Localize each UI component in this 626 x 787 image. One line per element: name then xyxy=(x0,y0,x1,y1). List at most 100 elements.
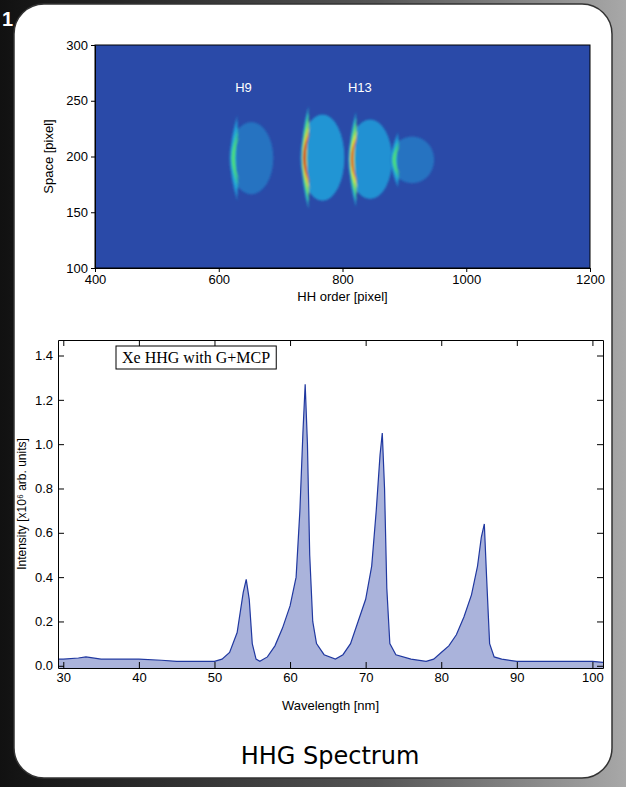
spot xyxy=(232,137,239,180)
tick-mark xyxy=(58,400,64,401)
tick xyxy=(597,621,603,622)
tick: 60 xyxy=(283,662,297,685)
tick-mark xyxy=(597,488,603,489)
tick: 300 xyxy=(66,38,95,53)
tick-label: 0.0 xyxy=(35,658,53,673)
heatmap-chart: 40060080010001200100150200250300H9H13HH … xyxy=(41,38,605,304)
axis xyxy=(59,340,604,346)
legend-label: Xe HHG with G+MCP xyxy=(122,349,270,366)
annotation: H9 xyxy=(235,80,252,95)
tick-mark xyxy=(214,662,215,668)
tick-mark xyxy=(441,340,442,346)
tick: 1.2 xyxy=(35,392,64,407)
tick xyxy=(366,340,367,346)
tick-label: 0.2 xyxy=(35,614,53,629)
tick-mark xyxy=(366,340,367,346)
tick-mark xyxy=(58,533,64,534)
tick-mark xyxy=(597,356,603,357)
tick-label: 800 xyxy=(332,272,354,287)
tick-mark xyxy=(91,101,95,102)
tick-mark xyxy=(366,662,367,668)
chart-svg: 140060080010001200100150200250300H9H13HH… xyxy=(0,0,626,787)
tick-mark xyxy=(58,577,64,578)
spot xyxy=(302,119,309,196)
tick-label: 200 xyxy=(66,149,88,164)
tick-mark xyxy=(517,662,518,668)
tick: 70 xyxy=(359,662,373,685)
tick xyxy=(214,340,215,346)
tick xyxy=(597,577,603,578)
tick-label: 1.2 xyxy=(35,392,53,407)
spot xyxy=(231,126,238,190)
spot xyxy=(232,131,239,185)
tick-mark xyxy=(58,666,64,667)
legend: Xe HHG with G+MCP xyxy=(116,346,276,369)
tick: 1000 xyxy=(452,268,481,287)
tick: 600 xyxy=(208,268,230,287)
tick xyxy=(597,533,603,534)
tick-mark xyxy=(91,45,95,46)
x-axis-title: Wavelength [nm] xyxy=(282,698,379,713)
tick: 50 xyxy=(208,662,222,685)
tick-mark xyxy=(597,577,603,578)
tick-label: 90 xyxy=(510,670,524,685)
tick-mark xyxy=(63,662,64,668)
panel xyxy=(14,4,612,778)
tick-mark xyxy=(597,533,603,534)
tick xyxy=(597,444,603,445)
tick-mark xyxy=(517,340,518,346)
spot xyxy=(351,136,358,183)
tick-label: 150 xyxy=(66,205,88,220)
series-line xyxy=(58,384,603,662)
tick-mark xyxy=(597,400,603,401)
tick xyxy=(63,340,64,346)
caption: HHG Spectrum xyxy=(241,742,420,770)
axis xyxy=(597,341,604,669)
axis: 30405060708090100 xyxy=(57,662,604,685)
tick: 200 xyxy=(66,149,95,164)
spot xyxy=(350,130,357,189)
tick-label: 0.6 xyxy=(35,525,53,540)
tick xyxy=(592,340,593,346)
tick-mark xyxy=(290,340,291,346)
tick xyxy=(597,488,603,489)
series-area xyxy=(58,384,603,668)
background xyxy=(0,0,626,787)
plot-area xyxy=(95,45,590,268)
tick: 0.8 xyxy=(35,481,64,496)
spot xyxy=(303,132,310,183)
tick: 800 xyxy=(332,268,354,287)
tick xyxy=(597,400,603,401)
tick: 150 xyxy=(66,205,95,220)
tick-label: 250 xyxy=(66,93,88,108)
spot xyxy=(393,142,400,177)
tick-mark xyxy=(139,662,140,668)
y-axis-title: Space [pixel] xyxy=(41,119,56,193)
annotation: H13 xyxy=(348,80,372,95)
axis-line xyxy=(58,341,59,669)
tick: 0.6 xyxy=(35,525,64,540)
page-label: 1 xyxy=(2,8,13,30)
tick-label: 50 xyxy=(208,670,222,685)
tick-mark xyxy=(592,340,593,346)
axis: 0.00.20.40.60.81.01.21.4 xyxy=(35,341,64,674)
plot-area xyxy=(58,384,603,668)
tick: 1.0 xyxy=(35,437,64,452)
axis: 40060080010001200 xyxy=(85,268,605,287)
spot xyxy=(393,146,400,174)
tick: 1200 xyxy=(576,268,605,287)
tick-mark xyxy=(58,621,64,622)
tick-label: 1.0 xyxy=(35,437,53,452)
tick xyxy=(597,666,603,667)
tick: 250 xyxy=(66,93,95,108)
spot xyxy=(392,139,399,181)
tick-mark xyxy=(58,444,64,445)
axis-line xyxy=(95,46,96,269)
tick-label: 100 xyxy=(582,670,604,685)
tick-mark xyxy=(214,340,215,346)
tick: 0.4 xyxy=(35,570,64,585)
tick-label: 300 xyxy=(66,38,88,53)
tick-mark xyxy=(58,488,64,489)
tick-mark xyxy=(58,356,64,357)
axis: 100150200250300 xyxy=(66,38,95,276)
